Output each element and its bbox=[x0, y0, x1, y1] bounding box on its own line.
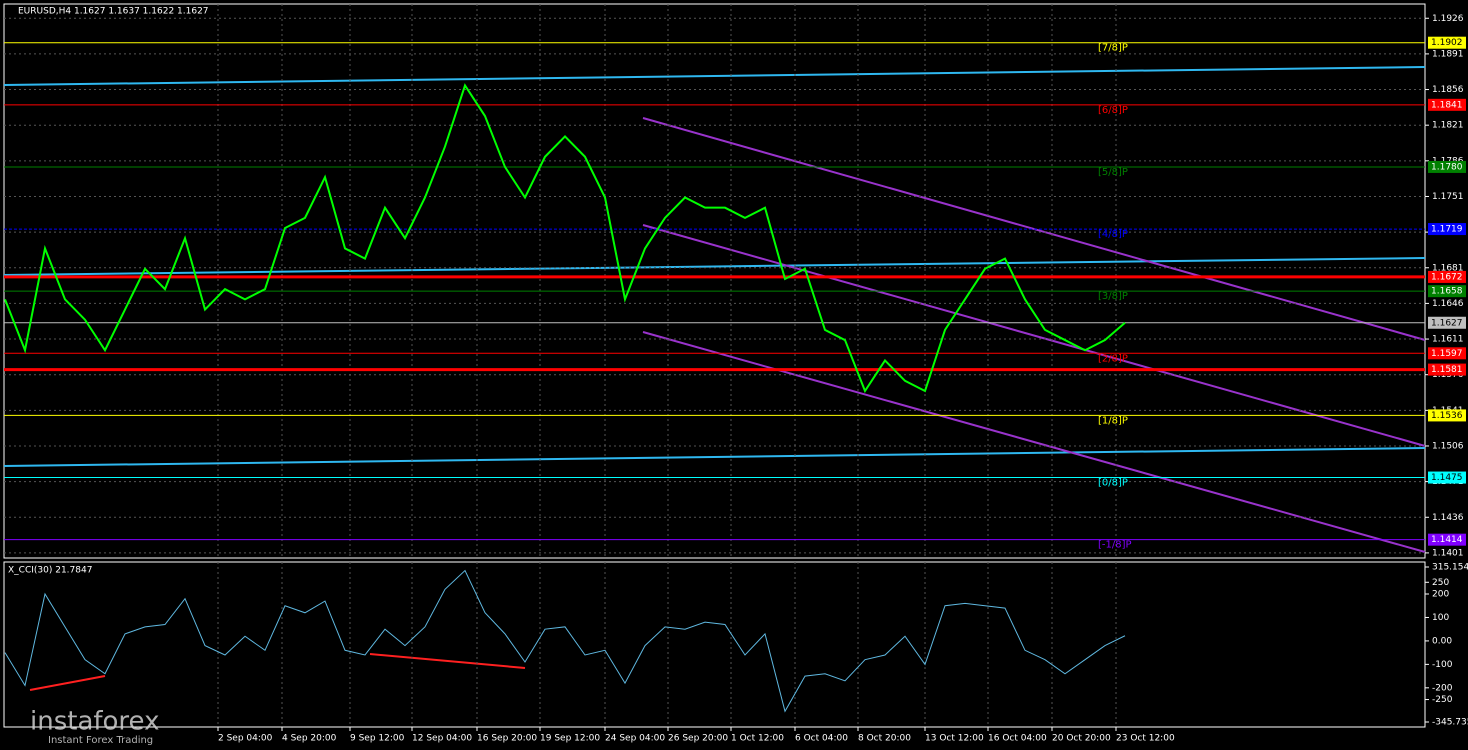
x-tick-label: 12 Sep 04:00 bbox=[412, 734, 472, 744]
y-tick-label: 1.1926 bbox=[1432, 14, 1464, 24]
x-tick-label: 16 Sep 20:00 bbox=[477, 734, 537, 744]
y-tick-label: 1.1681 bbox=[1432, 263, 1464, 273]
chart-title: EURUSD,H4 1.1627 1.1637 1.1622 1.1627 bbox=[18, 7, 209, 17]
regression-line bbox=[3, 66, 1426, 86]
y-tick-label: 200 bbox=[1432, 590, 1449, 600]
price-tag-label: 1.1475 bbox=[1431, 473, 1463, 483]
regression-line bbox=[3, 257, 1426, 276]
price-tag-label: 1.1581 bbox=[1431, 365, 1463, 375]
price-tag-label: 1.1841 bbox=[1431, 100, 1463, 110]
level-label: [3/8]P bbox=[1098, 291, 1128, 302]
divergence-line bbox=[369, 653, 526, 669]
level-label: [4/8]P bbox=[1098, 229, 1128, 240]
y-tick-label: 1.1646 bbox=[1432, 299, 1464, 309]
y-tick-label: 0.00 bbox=[1432, 636, 1452, 646]
x-tick-label: 4 Sep 20:00 bbox=[282, 734, 337, 744]
y-tick-label: -345.735 bbox=[1432, 718, 1468, 728]
level-label: [1/8]P bbox=[1098, 415, 1128, 426]
price-tag bbox=[1428, 223, 1466, 236]
price-tag bbox=[1428, 285, 1466, 298]
level-label: [2/8]P bbox=[1098, 353, 1128, 364]
y-tick-label: 1.1611 bbox=[1432, 335, 1464, 345]
price-tag-label: 1.1672 bbox=[1431, 272, 1463, 282]
price-tag bbox=[1428, 316, 1466, 329]
y-tick-label: 1.1506 bbox=[1432, 441, 1464, 451]
price-tag-label: 1.1719 bbox=[1431, 225, 1463, 235]
y-tick-label: 250 bbox=[1432, 578, 1449, 588]
x-tick-label: 24 Sep 04:00 bbox=[605, 734, 665, 744]
x-tick-label: 8 Oct 20:00 bbox=[858, 734, 911, 744]
price-tag bbox=[1428, 36, 1466, 49]
price-tag-label: 1.1780 bbox=[1431, 162, 1463, 172]
x-tick-label: 13 Oct 12:00 bbox=[925, 734, 984, 744]
x-tick-label: 9 Sep 12:00 bbox=[350, 734, 405, 744]
regression-line bbox=[3, 447, 1426, 467]
x-tick-label: 16 Oct 04:00 bbox=[988, 734, 1047, 744]
y-tick-label: -100 bbox=[1432, 660, 1453, 670]
price-tag-label: 1.1414 bbox=[1431, 535, 1463, 545]
y-tick-label: 1.1856 bbox=[1432, 85, 1464, 95]
watermark-tagline: Instant Forex Trading bbox=[48, 735, 153, 746]
price-panel bbox=[3, 3, 1426, 559]
channel-line bbox=[642, 331, 1426, 553]
x-tick-label: 20 Oct 20:00 bbox=[1052, 734, 1111, 744]
price-tag bbox=[1428, 270, 1466, 283]
price-tag-label: 1.1658 bbox=[1431, 287, 1463, 297]
price-tag bbox=[1428, 98, 1466, 111]
watermark-brand: instaforex bbox=[30, 707, 159, 737]
y-tick-label: -250 bbox=[1432, 695, 1453, 705]
x-tick-label: 6 Oct 04:00 bbox=[795, 734, 848, 744]
price-tag-label: 1.1902 bbox=[1431, 38, 1463, 48]
x-tick-label: 19 Sep 12:00 bbox=[540, 734, 600, 744]
y-tick-label: 100 bbox=[1432, 613, 1449, 623]
data-line bbox=[4, 569, 1126, 713]
y-tick-label: -200 bbox=[1432, 683, 1453, 693]
y-tick-label: 1.1751 bbox=[1432, 192, 1464, 202]
level-label: [-1/8]P bbox=[1098, 540, 1132, 551]
x-tick-label: 1 Oct 12:00 bbox=[731, 734, 784, 744]
x-tick-label: 26 Sep 20:00 bbox=[668, 734, 728, 744]
price-tag bbox=[1428, 471, 1466, 484]
x-tick-label: 23 Oct 12:00 bbox=[1116, 734, 1175, 744]
price-tag-label: 1.1627 bbox=[1431, 318, 1463, 328]
divergence-line bbox=[29, 675, 106, 691]
price-tag-label: 1.1597 bbox=[1431, 349, 1463, 359]
data-line bbox=[4, 83, 1126, 394]
y-tick-label: 1.1401 bbox=[1432, 548, 1464, 558]
y-tick-label: 1.1436 bbox=[1432, 513, 1464, 523]
level-label: [7/8]P bbox=[1098, 43, 1128, 54]
price-tag bbox=[1428, 347, 1466, 360]
price-tag bbox=[1428, 160, 1466, 173]
price-tag-label: 1.1536 bbox=[1431, 411, 1463, 421]
level-label: [0/8]P bbox=[1098, 478, 1128, 489]
indicator-title: X_CCI(30) 21.7847 bbox=[8, 566, 92, 576]
y-tick-label: 1.1891 bbox=[1432, 49, 1464, 59]
level-label: [5/8]P bbox=[1098, 167, 1128, 178]
channel-line bbox=[642, 224, 1426, 447]
y-tick-label: 1.1821 bbox=[1432, 121, 1464, 131]
price-tag bbox=[1428, 363, 1466, 376]
level-label: [6/8]P bbox=[1098, 105, 1128, 116]
price-tag bbox=[1428, 533, 1466, 546]
cci-panel bbox=[3, 561, 1426, 728]
price-tag bbox=[1428, 409, 1466, 422]
x-tick-label: 2 Sep 04:00 bbox=[218, 734, 273, 744]
